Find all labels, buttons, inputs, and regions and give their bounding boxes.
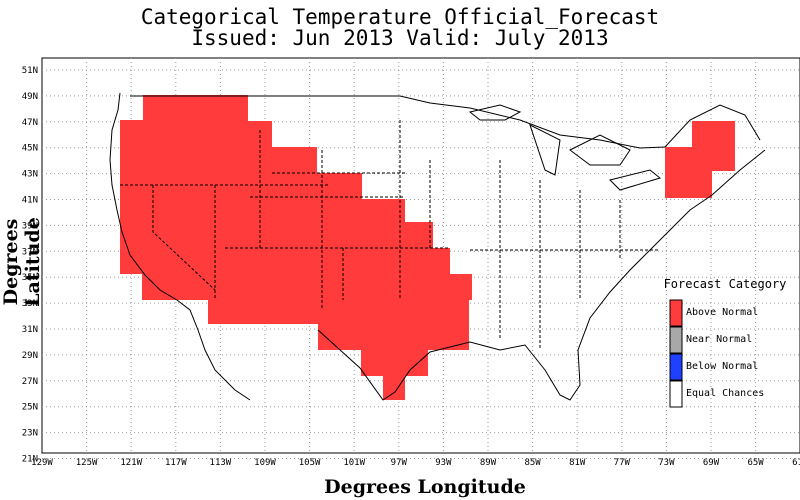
map-subtitle: Issued: Jun 2013 Valid: July 2013 <box>191 26 609 50</box>
legend-label-equal-chances: Equal Chances <box>686 388 764 399</box>
canada-border <box>130 95 666 149</box>
x-tick-93W: 93W <box>435 458 452 468</box>
y-tick-27N: 27N <box>22 377 38 387</box>
legend-label-above-normal: Above Normal <box>686 307 758 318</box>
x-tick-65W: 65W <box>747 458 764 468</box>
y-tick-51N: 51N <box>22 66 38 76</box>
x-tick-73W: 73W <box>658 458 675 468</box>
y-tick-29N: 29N <box>22 351 38 361</box>
x-tick-89W: 89W <box>480 458 497 468</box>
y-tick-47N: 47N <box>22 118 38 128</box>
legend-title: Forecast Category <box>664 277 787 291</box>
x-tick-113W: 113W <box>210 458 232 468</box>
y-tick-43N: 43N <box>22 170 38 180</box>
y-tick-23N: 23N <box>22 429 38 439</box>
state-lines <box>120 120 660 350</box>
y-tick-41N: 41N <box>22 196 38 206</box>
region-new-england <box>665 121 735 198</box>
x-axis-label: Degrees Longitude <box>324 476 526 498</box>
y-tick-35N: 35N <box>22 273 38 283</box>
x-tick-69W: 69W <box>703 458 720 468</box>
x-tick-labels: 129W 125W 121W 117W 113W 109W 105W 101W 97W 93W 89… <box>31 458 800 468</box>
west-coast <box>109 92 251 401</box>
x-tick-121W: 121W <box>120 458 142 468</box>
x-tick-77W: 77W <box>614 458 631 468</box>
x-tick-97W: 97W <box>391 458 408 468</box>
legend-swatch-above-normal <box>669 299 683 327</box>
x-tick-61W: 61W <box>792 458 800 468</box>
x-tick-105W: 105W <box>299 458 321 468</box>
legend-label-below-normal: Below Normal <box>686 361 758 372</box>
map-outlines <box>109 92 766 401</box>
x-tick-109W: 109W <box>254 458 276 468</box>
legend-swatch-near-normal <box>669 326 683 354</box>
y-tick-labels: 51N 49N 47N 45N 43N 41N 39N 37N 35N 33N 31N 29N 27N 2… <box>22 66 38 465</box>
y-tick-25N: 25N <box>22 403 38 413</box>
great-lakes <box>468 104 662 191</box>
x-tick-125W: 125W <box>76 458 98 468</box>
maine-border <box>664 104 761 148</box>
y-tick-21N: 21N <box>22 455 38 465</box>
y-tick-31N: 31N <box>22 325 38 335</box>
x-tick-85W: 85W <box>524 458 541 468</box>
gulf-coast <box>317 149 766 401</box>
legend-swatch-below-normal <box>669 353 683 381</box>
x-tick-81W: 81W <box>569 458 586 468</box>
y-tick-49N: 49N <box>22 92 38 102</box>
legend-label-near-normal: Near Normal <box>686 334 752 345</box>
legend: Forecast Category Above Normal Near Norm… <box>664 277 787 408</box>
y-tick-45N: 45N <box>22 144 38 154</box>
y-tick-39N: 39N <box>22 221 38 231</box>
x-tick-101W: 101W <box>343 458 365 468</box>
y-tick-37N: 37N <box>22 247 38 257</box>
x-tick-117W: 117W <box>165 458 187 468</box>
y-tick-33N: 33N <box>22 299 38 309</box>
x-tick-129W: 129W <box>31 458 53 468</box>
map-title: Categorical Temperature Official_Forecas… <box>140 5 660 29</box>
legend-swatch-equal-chances <box>669 380 683 408</box>
